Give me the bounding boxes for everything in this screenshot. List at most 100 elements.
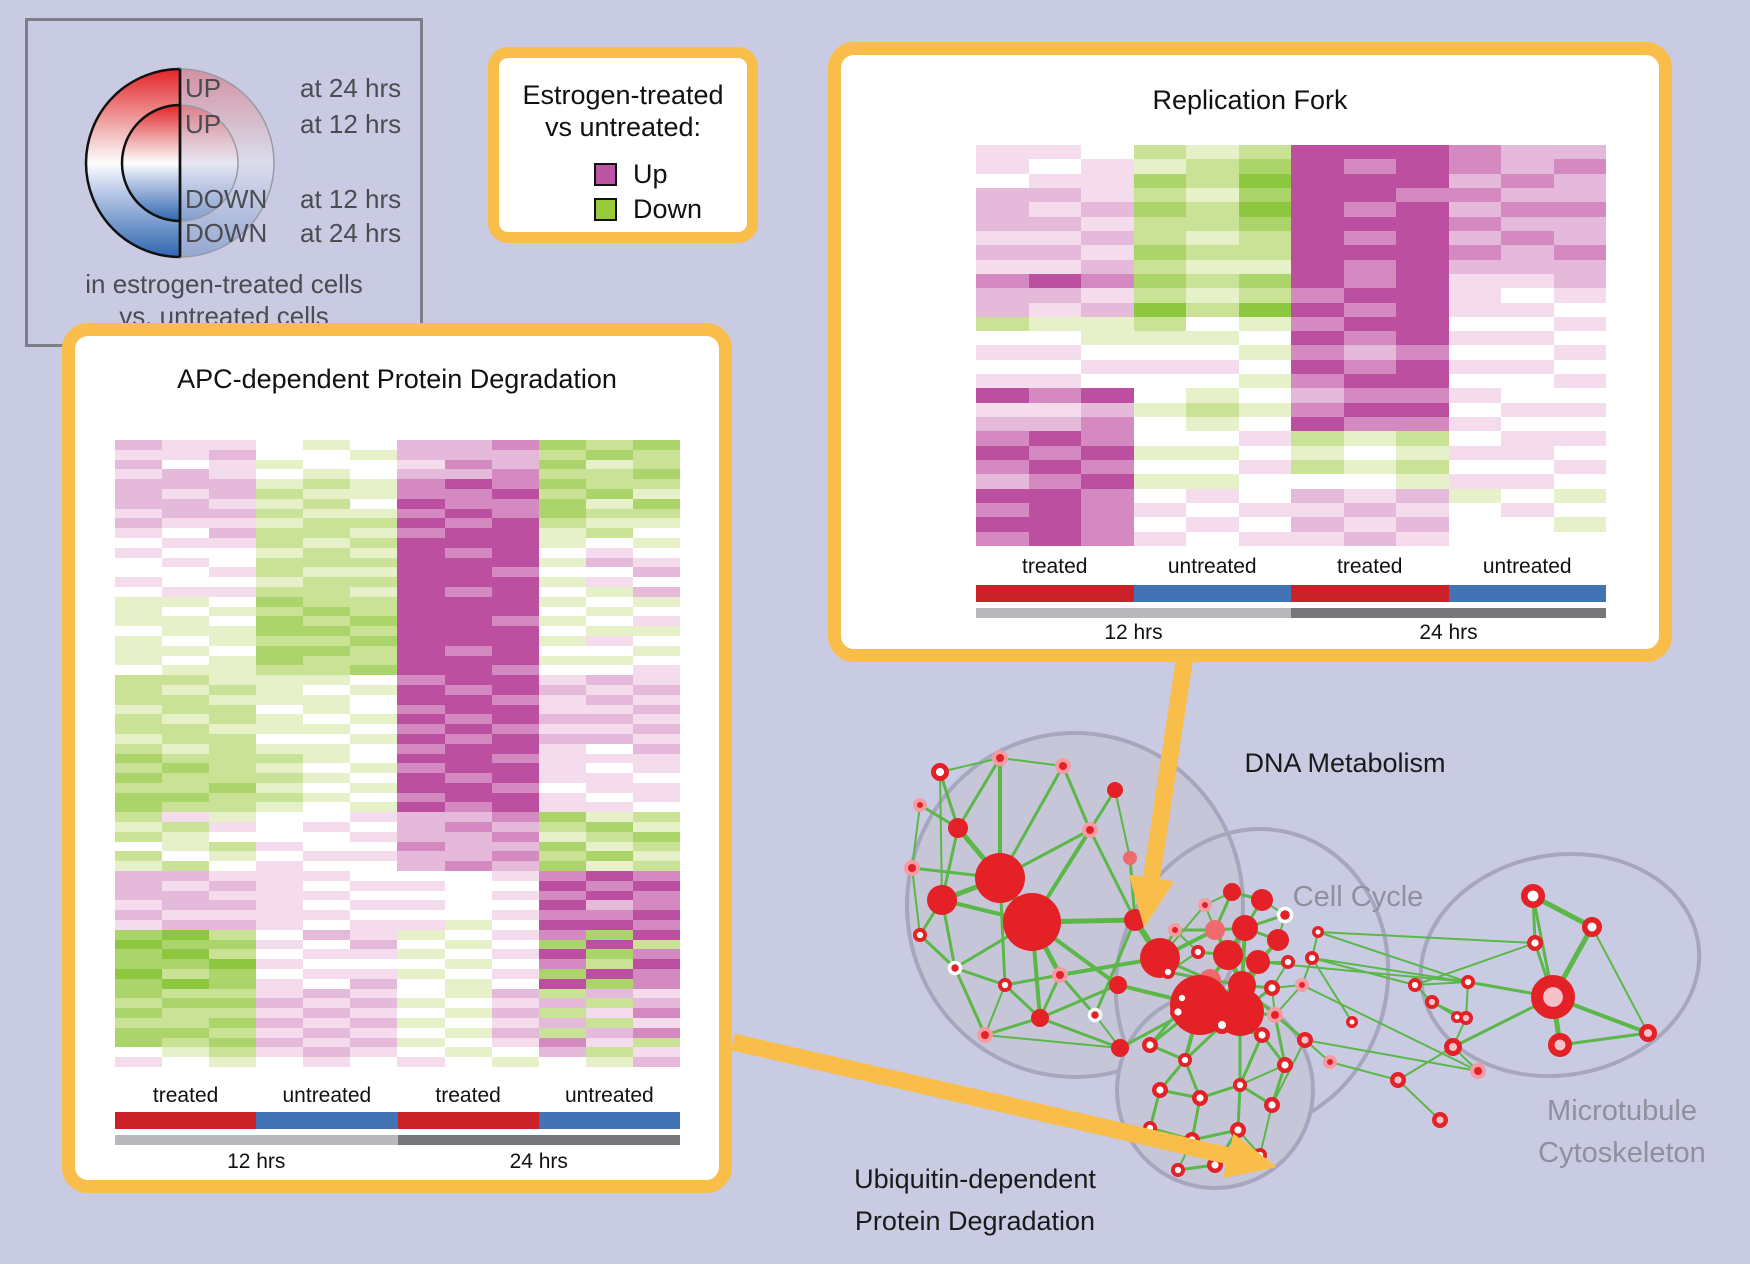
heatmap-cell xyxy=(585,567,633,578)
heatmap-cell xyxy=(162,645,210,656)
network-edge xyxy=(1301,957,1313,986)
heatmap-cell xyxy=(632,773,680,783)
heatmap-cell xyxy=(256,635,304,646)
heatmap-cell xyxy=(538,978,586,989)
heatmap-cell xyxy=(538,782,586,793)
heatmap-cell xyxy=(1343,216,1396,231)
heatmap-cell xyxy=(632,949,680,960)
network-edge xyxy=(998,765,1065,879)
heatmap-cell xyxy=(209,694,257,705)
heatmap-cell xyxy=(491,586,539,597)
heatmap-cell xyxy=(1501,288,1554,303)
heatmap-cell xyxy=(585,763,633,774)
heatmap-cell xyxy=(303,949,351,960)
heatmap-cell xyxy=(397,802,445,813)
heatmap-cell xyxy=(1343,388,1396,403)
heatmap-cell xyxy=(491,1018,539,1028)
heatmap-cell xyxy=(115,586,163,597)
heatmap-cell xyxy=(209,724,257,734)
heatmap-cell xyxy=(585,978,633,989)
heatmap-cell xyxy=(162,753,210,764)
heatmap-cell xyxy=(397,645,445,656)
heatmap-cell xyxy=(491,939,539,950)
heatmap-cell xyxy=(976,374,1029,389)
network-node xyxy=(1323,1055,1337,1069)
heatmap-cell xyxy=(303,518,351,529)
heatmap-cell xyxy=(1501,388,1554,403)
heatmap-cell xyxy=(397,969,445,979)
heatmap-cell xyxy=(1081,488,1134,504)
network-node xyxy=(1031,1009,1049,1027)
heatmap-cell xyxy=(1186,202,1239,217)
heatmap-cell xyxy=(350,440,398,450)
network-edge xyxy=(1221,1010,1241,1027)
heatmap-cell xyxy=(1448,474,1501,489)
network-edge xyxy=(1317,931,1469,983)
heatmap-cell xyxy=(1553,202,1606,217)
heatmap-cell xyxy=(115,792,163,803)
apc-degradation-panel: APC-dependent Protein Degradation treate… xyxy=(62,323,732,1193)
network-node xyxy=(1425,994,1440,1009)
heatmap-cell xyxy=(632,616,680,627)
heatmap-cell xyxy=(1081,431,1134,446)
network-node xyxy=(1161,964,1176,979)
network-edge xyxy=(1533,942,1555,998)
heatmap-cell xyxy=(350,841,398,852)
heatmap-cell xyxy=(632,841,680,852)
heatmap-cell xyxy=(1186,145,1239,160)
heatmap-cell xyxy=(209,635,257,646)
heatmap-cell xyxy=(1081,273,1134,289)
heatmap-cell xyxy=(350,753,398,764)
heatmap-cell xyxy=(209,528,257,538)
heatmap-cell xyxy=(491,851,539,862)
heatmap-cell xyxy=(444,508,492,519)
network-edge xyxy=(1030,921,1042,1019)
heatmap-cell xyxy=(1133,374,1186,389)
heatmap-cell xyxy=(1081,173,1134,188)
heatmap-cell xyxy=(162,528,210,538)
heatmap-cell xyxy=(1448,159,1501,174)
heatmap-cell xyxy=(491,802,539,813)
heatmap-cell xyxy=(350,1018,398,1028)
heatmap-cell xyxy=(1028,431,1081,446)
heatmap-cell xyxy=(1553,402,1606,418)
heatmap-cell xyxy=(350,606,398,617)
heatmap-cell xyxy=(162,586,210,597)
heatmap-cell xyxy=(585,704,633,715)
heatmap-cell xyxy=(303,733,351,744)
heatmap-cell xyxy=(397,704,445,715)
heatmap-cell xyxy=(538,743,586,754)
heatmap-cell xyxy=(303,626,351,636)
heatmap-cell xyxy=(397,616,445,627)
heatmap-cell xyxy=(1396,245,1449,260)
heatmap-cell xyxy=(491,577,539,587)
heatmap-cell xyxy=(256,900,304,911)
heatmap-cell xyxy=(1553,517,1606,532)
cluster-label: Ubiquitin-dependent xyxy=(854,1164,1096,1194)
heatmap-cell xyxy=(256,773,304,783)
heatmap-cell xyxy=(397,812,445,823)
cluster-label: Protein Degradation xyxy=(855,1206,1095,1236)
heatmap-cell xyxy=(115,920,163,930)
heatmap-cell xyxy=(538,1037,586,1048)
heatmap-cell xyxy=(1081,474,1134,489)
legend-down-24-time: at 24 hrs xyxy=(300,218,402,248)
heatmap-cell xyxy=(1448,359,1501,375)
heatmap-cell xyxy=(1238,531,1291,546)
heatmap-cell xyxy=(491,978,539,989)
heatmap-cell xyxy=(1343,159,1396,174)
panel-to-cluster-arrow xyxy=(1128,654,1194,928)
network-node xyxy=(927,885,957,915)
heatmap-cell xyxy=(256,763,304,774)
network-edge xyxy=(1277,914,1286,941)
heatmap-cell xyxy=(303,586,351,597)
network-node xyxy=(1003,893,1061,951)
network-edge xyxy=(1038,974,1062,1019)
heatmap-cell xyxy=(115,831,163,842)
heatmap-cell xyxy=(632,675,680,685)
heatmap-cell xyxy=(162,1018,210,1028)
heatmap-cell xyxy=(491,606,539,617)
heatmap-cell xyxy=(1396,359,1449,375)
heatmap-cell xyxy=(350,880,398,891)
heatmap-cell xyxy=(491,782,539,793)
